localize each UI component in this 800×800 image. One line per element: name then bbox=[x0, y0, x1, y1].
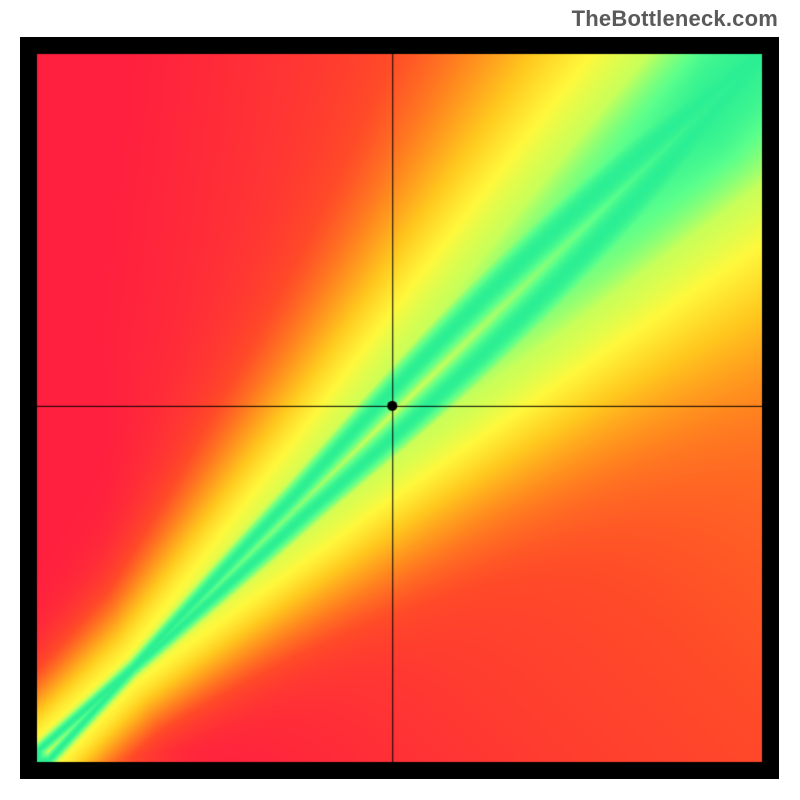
heatmap-canvas bbox=[20, 37, 779, 779]
chart-container: TheBottleneck.com bbox=[0, 0, 800, 800]
watermark-label: TheBottleneck.com bbox=[572, 6, 778, 32]
plot-area bbox=[20, 37, 779, 779]
